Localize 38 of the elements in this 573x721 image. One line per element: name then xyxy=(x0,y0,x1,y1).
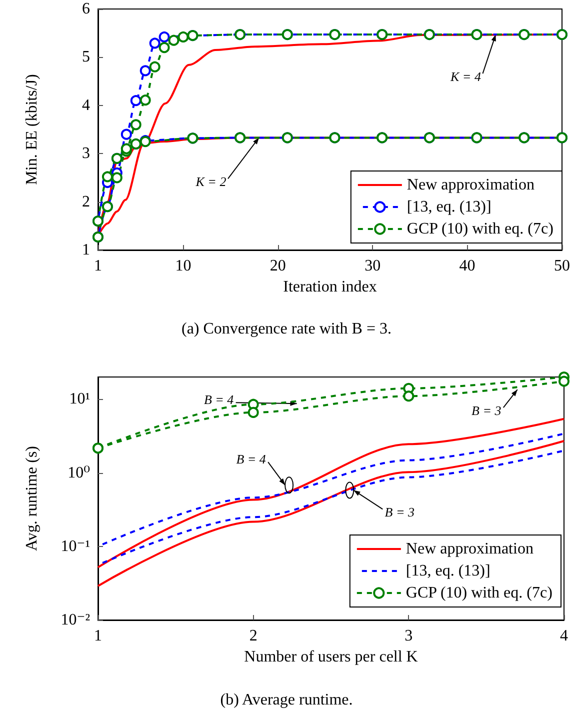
y-axis-title: Avg. runtime (s) xyxy=(24,446,40,552)
text: (b) Average runtime. xyxy=(220,692,353,708)
annotation: K = 4 xyxy=(449,69,482,84)
annotation: B = 4 xyxy=(204,392,234,408)
legend-label: [13, eq. (13)] xyxy=(406,562,490,580)
x-tick-label: 3 xyxy=(404,628,413,644)
y-tick-label: 10⁰ xyxy=(68,464,90,482)
annotation: B = 3 xyxy=(472,403,502,418)
x-tick-label: 20 xyxy=(270,258,286,274)
y-tick-label: 10¹ xyxy=(69,390,90,408)
annotation: B = 4 xyxy=(236,452,266,467)
x-tick-label: 1 xyxy=(94,258,102,274)
x-tick-label: 10 xyxy=(175,258,192,274)
y-tick-label: 4 xyxy=(82,96,90,114)
annotation: B = 3 xyxy=(384,504,415,520)
x-tick-label: 4 xyxy=(560,628,568,644)
x-tick-label: 30 xyxy=(364,258,381,274)
legend-label: New approximation xyxy=(406,176,534,194)
y-tick-label: 10⁻¹ xyxy=(60,538,90,555)
legend-label: GCP (10) with eq. (7c) xyxy=(406,220,554,238)
y-tick-label: 6 xyxy=(82,0,90,18)
y-tick-label: 10⁻² xyxy=(60,612,90,628)
y-axis-title: Min. EE (kbits/J) xyxy=(24,74,40,185)
legend-label: New approximation xyxy=(406,540,534,558)
y-tick-label: 3 xyxy=(82,145,90,162)
y-tick-label: 5 xyxy=(82,48,90,66)
x-tick-label: 50 xyxy=(554,258,570,274)
y-tick-label: 1 xyxy=(82,242,90,258)
x-tick-label: 1 xyxy=(94,628,102,644)
y-tick-label: 2 xyxy=(82,193,90,210)
annotation: K = 2 xyxy=(194,174,227,190)
x-tick-label: 2 xyxy=(249,628,258,644)
text: (a) Convergence rate with B = 3. xyxy=(182,320,392,338)
x-axis-title: Iteration index xyxy=(283,278,377,296)
x-axis-title: Number of users per cell K xyxy=(244,648,418,666)
legend-label: [13, eq. (13)] xyxy=(406,198,492,216)
legend-label: GCP (10) with eq. (7c) xyxy=(406,584,552,602)
x-tick-label: 40 xyxy=(459,258,476,274)
